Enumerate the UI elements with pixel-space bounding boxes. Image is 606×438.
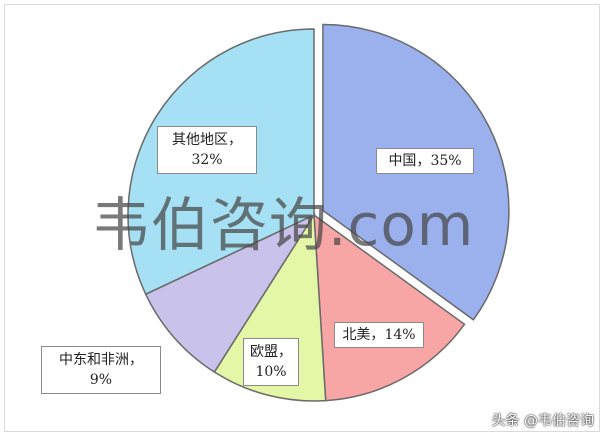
data-label-north-america-line1: 北美， [342, 327, 385, 343]
pie-slice-middle-east-africa [144, 213, 317, 374]
data-label-other-line1: 其他地区， [172, 132, 242, 148]
watermark-text: 韦伯咨询.com [92, 191, 475, 259]
data-label-china: 中国，35% [376, 148, 474, 174]
data-label-middle-east-africa: 中东和非洲， 9% [41, 346, 161, 394]
data-label-china-line1: 中国， [388, 153, 431, 169]
data-label-middle-east-africa-line1: 中东和非洲， [59, 352, 143, 368]
footer-credit: 头条 @韦伯咨询 [491, 413, 594, 429]
data-label-north-america: 北美，14% [334, 322, 424, 348]
chart-frame [4, 4, 600, 432]
pie-slice-north-america [313, 213, 466, 402]
data-label-middle-east-africa-line2: 9% [89, 372, 113, 388]
data-label-china-line2: 35% [430, 153, 462, 169]
data-label-eu: 欧盟， 10% [243, 338, 299, 386]
data-label-eu-line2: 10% [255, 364, 287, 380]
data-label-other-line2: 32% [191, 152, 223, 168]
data-label-other: 其他地区， 32% [157, 126, 257, 174]
data-label-north-america-line2: 14% [384, 327, 416, 343]
data-label-eu-line1: 欧盟， [250, 344, 292, 360]
